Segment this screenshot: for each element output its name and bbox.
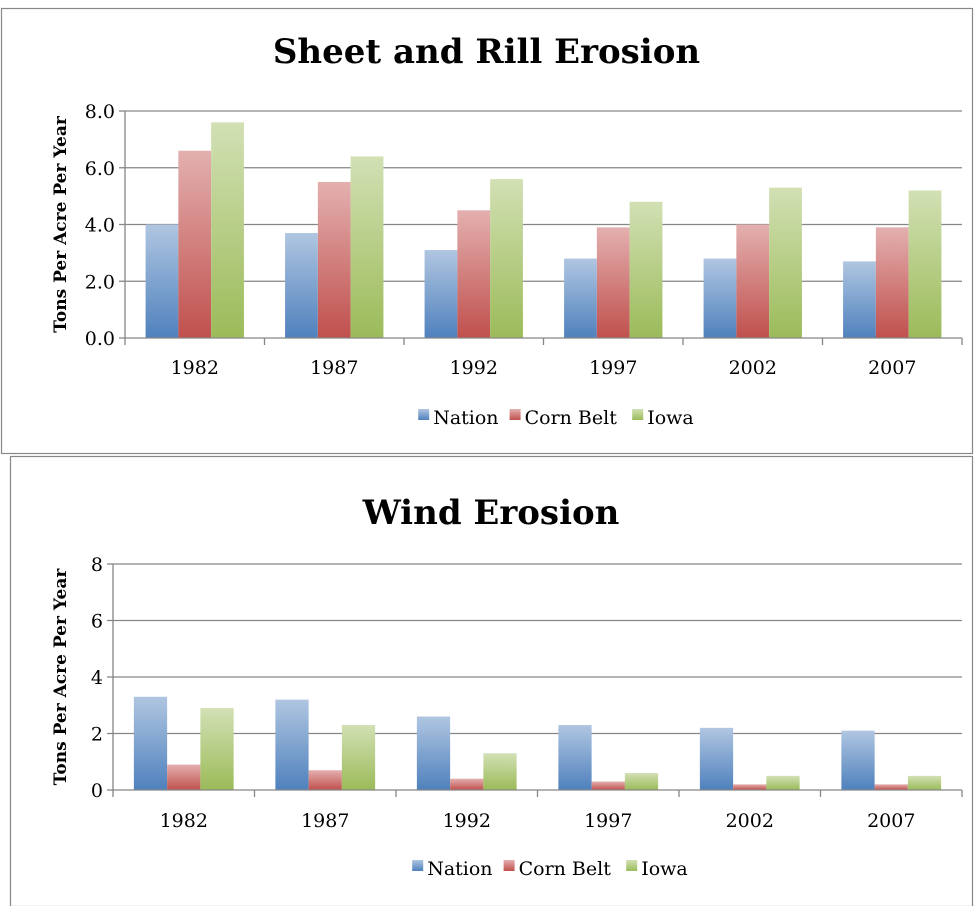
bar-corn-belt-1992 <box>457 210 491 338</box>
bar-corn-belt-1987 <box>308 770 342 790</box>
legend-swatch-corn-belt <box>503 860 515 871</box>
bar-corn-belt-2002 <box>736 224 770 338</box>
bar-iowa-2007 <box>908 190 942 338</box>
bar-corn-belt-1997 <box>591 781 625 790</box>
y-axis-label: Tons Per Acre Per Year <box>51 568 71 786</box>
y-tick-label: 2 <box>91 724 103 746</box>
bar-iowa-2002 <box>769 187 802 338</box>
bar-iowa-1982 <box>200 708 234 790</box>
y-tick-label: 2.0 <box>85 271 115 293</box>
chart-frame <box>0 7 974 455</box>
legend: Nation Corn Belt Iowa <box>412 858 688 880</box>
bar-corn-belt-2007 <box>875 227 909 338</box>
x-tick-label: 2007 <box>868 357 916 379</box>
bar-nation-1992 <box>424 250 458 338</box>
x-tick-label: 1982 <box>160 810 208 832</box>
bar-nation-2007 <box>841 730 875 790</box>
y-tick-label: 0 <box>91 780 103 802</box>
legend-label-iowa: Iowa <box>641 858 688 880</box>
y-tick-label: 0.0 <box>85 328 115 350</box>
y-tick-label: 4.0 <box>85 215 115 237</box>
x-tick-label: 2002 <box>726 810 774 832</box>
legend-label-nation: Nation <box>427 858 492 880</box>
bar-iowa-2007 <box>907 775 942 790</box>
legend-label-iowa: Iowa <box>647 407 694 429</box>
bar-corn-belt-1997 <box>596 227 630 338</box>
bar-iowa-1987 <box>341 725 376 790</box>
legend-swatch-nation <box>418 409 430 420</box>
y-tick-label: 6 <box>91 611 103 633</box>
bar-corn-belt-1982 <box>178 150 212 338</box>
x-tick-label: 1997 <box>589 357 637 379</box>
legend-swatch-iowa <box>626 860 638 871</box>
chart-title: Sheet and Rill Erosion <box>273 32 700 72</box>
bar-nation-1997 <box>564 258 597 338</box>
bar-corn-belt-2007 <box>874 784 908 790</box>
y-axis-label: Tons Per Acre Per Year <box>51 115 71 333</box>
sheet-rill-erosion-chart: Sheet and Rill Erosion 0.0 2.0 4.0 6.0 8.0 Ton… <box>0 7 974 455</box>
wind-erosion-chart: Wind Erosion 0 2 4 6 8 Tons Per Acre Per Year 1… <box>9 455 974 906</box>
bar-nation-1982 <box>133 696 168 790</box>
bar-corn-belt-1992 <box>450 778 484 790</box>
bar-corn-belt-1987 <box>317 181 351 338</box>
x-tick-label: 2007 <box>867 810 915 832</box>
bar-iowa-2002 <box>766 775 800 790</box>
x-tick-label: 1987 <box>301 810 349 832</box>
legend: Nation Corn Belt Iowa <box>418 407 694 429</box>
y-tick-label: 8 <box>91 554 103 576</box>
x-tick-label: 2002 <box>729 357 777 379</box>
legend-swatch-iowa <box>632 409 644 420</box>
bar-iowa-1997 <box>629 201 663 338</box>
x-tick-label: 1982 <box>171 357 219 379</box>
chart-title: Wind Erosion <box>362 493 620 533</box>
y-tick-label: 8.0 <box>85 101 115 123</box>
y-tick-label: 6.0 <box>85 158 115 180</box>
x-tick-label: 1987 <box>310 357 358 379</box>
x-tick-label: 1997 <box>584 810 632 832</box>
legend-label-corn-belt: Corn Belt <box>519 858 612 880</box>
y-tick-label: 4 <box>91 667 103 689</box>
x-tick-label: 1992 <box>450 357 498 379</box>
chart-frame <box>9 455 974 906</box>
legend-label-nation: Nation <box>433 407 498 429</box>
bar-nation-1987 <box>285 233 318 338</box>
bar-corn-belt-2002 <box>733 784 767 790</box>
legend-swatch-corn-belt <box>509 409 521 420</box>
x-tick-label: 1992 <box>443 810 491 832</box>
bar-iowa-1982 <box>211 122 244 338</box>
bar-nation-2007 <box>843 261 876 338</box>
bar-iowa-1992 <box>490 179 523 338</box>
bar-iowa-1987 <box>350 156 384 338</box>
bar-nation-2002 <box>699 727 734 790</box>
bar-nation-2002 <box>703 258 737 338</box>
bar-iowa-1997 <box>624 773 659 790</box>
bar-nation-1982 <box>145 224 179 338</box>
bar-nation-1987 <box>275 699 309 790</box>
bar-nation-1992 <box>416 716 451 790</box>
legend-label-corn-belt: Corn Belt <box>525 407 618 429</box>
bar-nation-1997 <box>558 725 592 790</box>
bar-corn-belt-1982 <box>167 764 201 790</box>
legend-swatch-nation <box>412 860 424 871</box>
bar-iowa-1992 <box>483 753 517 790</box>
